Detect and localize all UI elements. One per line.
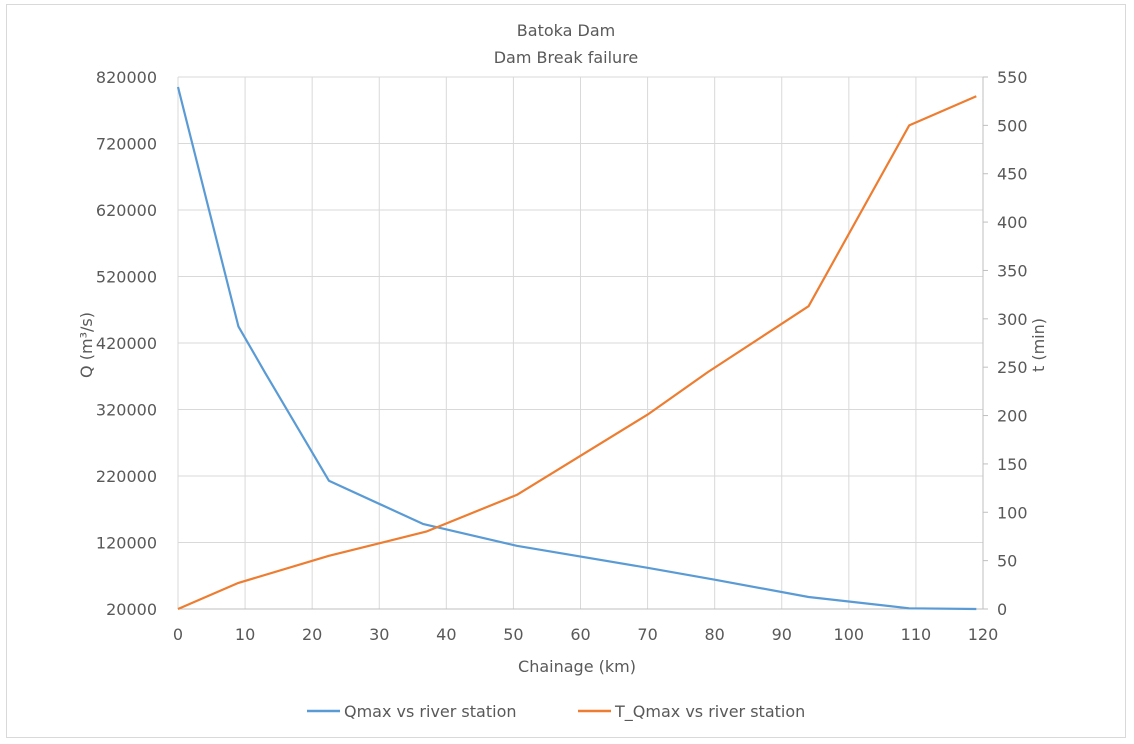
x-tick-label: 110 xyxy=(901,625,932,644)
gridlines xyxy=(177,76,984,610)
y-right-tick-label: 400 xyxy=(997,213,1028,232)
chart-subtitle: Dam Break failure xyxy=(494,48,639,67)
y-left-tick-label: 220000 xyxy=(96,467,157,486)
x-axis-label: Chainage (km) xyxy=(518,657,636,676)
legend-label-tqmax: T_Qmax vs river station xyxy=(614,702,805,722)
x-tick-label: 0 xyxy=(173,625,183,644)
x-tick-label: 60 xyxy=(570,625,590,644)
x-tick-label: 30 xyxy=(369,625,389,644)
y-left-tick-label: 820000 xyxy=(96,68,157,87)
y-right-tick-label: 50 xyxy=(997,552,1017,571)
legend-label-qmax: Qmax vs river station xyxy=(344,702,517,721)
y-left-tick-label: 320000 xyxy=(96,401,157,420)
series-line-tqmax xyxy=(177,95,977,611)
chart-title: Batoka Dam xyxy=(517,21,615,40)
series-group xyxy=(176,86,977,611)
y-left-tick-label: 620000 xyxy=(96,201,157,220)
legend: Qmax vs river station T_Qmax vs river st… xyxy=(307,702,805,722)
x-tick-label: 40 xyxy=(436,625,456,644)
x-tick-label: 80 xyxy=(704,625,724,644)
y-right-tick-label: 250 xyxy=(997,358,1028,377)
y-left-tick-label: 520000 xyxy=(96,268,157,287)
y-right-tick-label: 500 xyxy=(997,116,1028,135)
y-right-tick-label: 200 xyxy=(997,407,1028,426)
y-right-tick-label: 0 xyxy=(997,600,1007,619)
x-tick-label: 120 xyxy=(968,625,999,644)
y-right-axis-ticks: 0 50 100 150 200 250 300 350 400 450 500 550 xyxy=(983,68,1028,619)
x-tick-label: 50 xyxy=(503,625,523,644)
y-right-tick-label: 300 xyxy=(997,310,1028,329)
x-tick-label: 90 xyxy=(772,625,792,644)
y-left-tick-label: 120000 xyxy=(96,534,157,553)
x-tick-label: 70 xyxy=(637,625,657,644)
y-right-tick-label: 100 xyxy=(997,503,1028,522)
x-tick-label: 10 xyxy=(235,625,255,644)
x-axis-ticks: 0 10 20 30 40 50 60 70 80 90 100 110 120 xyxy=(173,625,998,644)
y-left-tick-label: 20000 xyxy=(106,600,157,619)
x-tick-label: 20 xyxy=(302,625,322,644)
y-left-axis-ticks: 20000 120000 220000 320000 420000 520000 62000… xyxy=(96,68,157,619)
y-right-axis-label: t (min) xyxy=(1029,318,1048,372)
y-right-tick-label: 350 xyxy=(997,261,1028,280)
y-right-tick-label: 550 xyxy=(997,68,1028,87)
y-right-tick-label: 450 xyxy=(997,165,1028,184)
series-line-qmax xyxy=(176,86,977,611)
x-tick-label: 100 xyxy=(834,625,865,644)
y-left-tick-label: 720000 xyxy=(96,135,157,154)
y-right-tick-label: 150 xyxy=(997,455,1028,474)
y-left-tick-label: 420000 xyxy=(96,334,157,353)
y-left-axis-label: Q (m³/s) xyxy=(77,312,96,378)
chart-frame xyxy=(6,4,1126,738)
